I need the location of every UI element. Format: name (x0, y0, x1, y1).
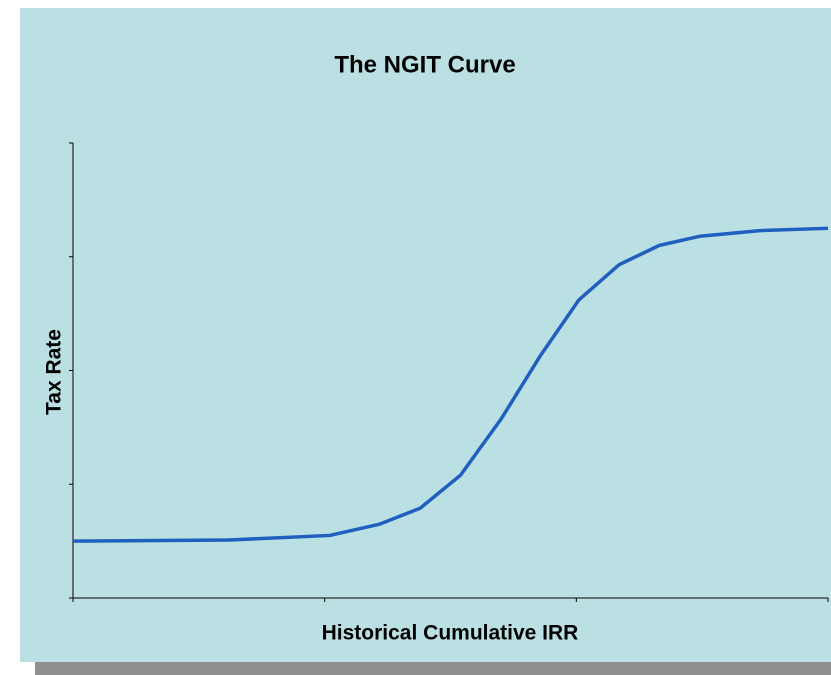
panel-shadow (35, 662, 831, 675)
panel (20, 8, 831, 662)
x-axis-label: Historical Cumulative IRR (322, 622, 579, 645)
y-axis-label: Tax Rate (43, 329, 66, 415)
chart-title: The NGIT Curve (334, 51, 515, 78)
line-series (72, 226, 829, 543)
